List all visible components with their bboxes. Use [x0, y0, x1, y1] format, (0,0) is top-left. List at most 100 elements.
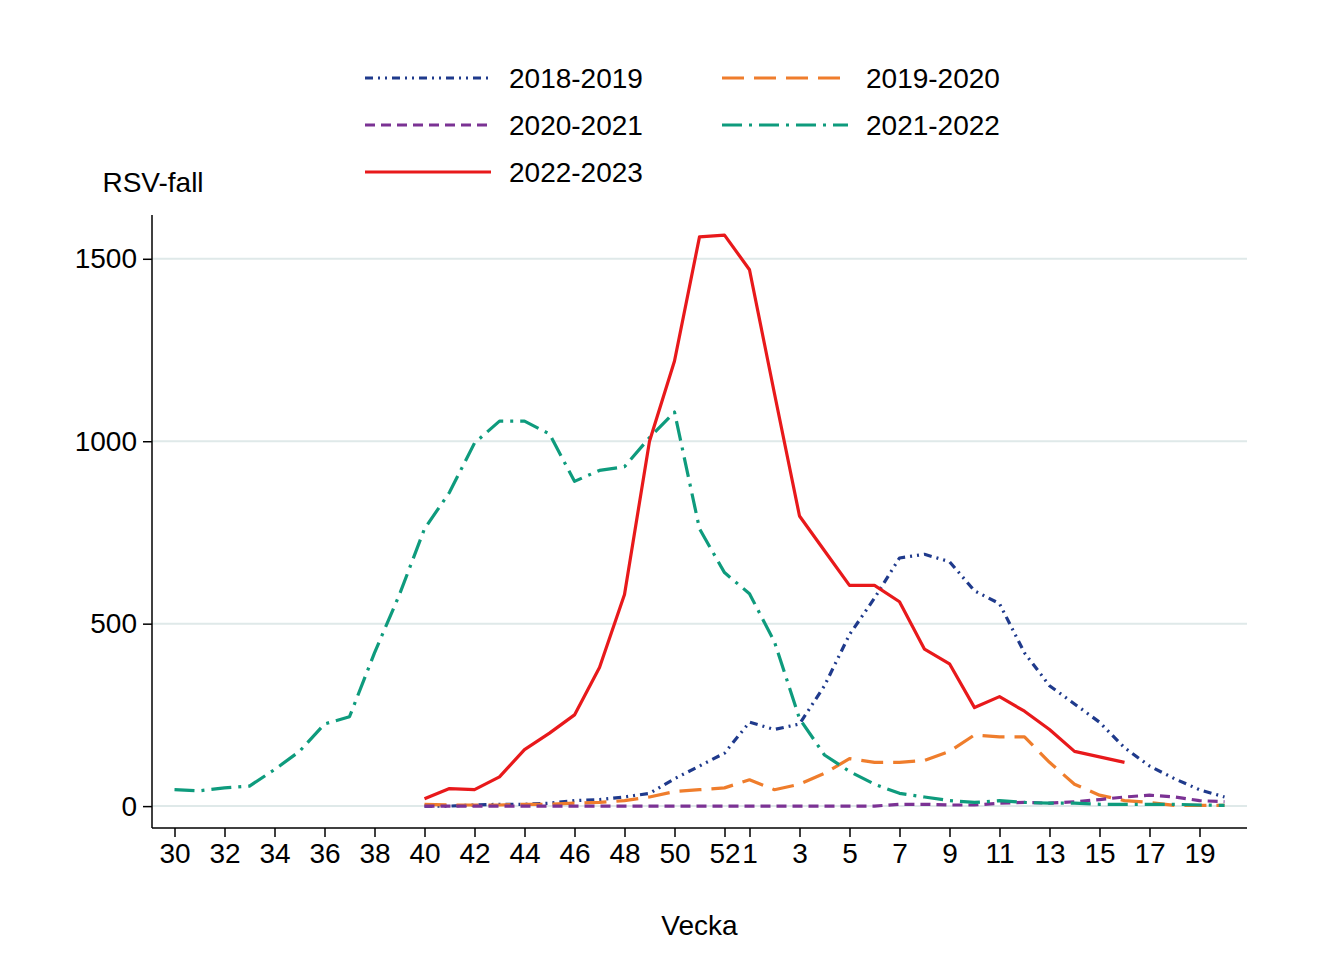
x-tick-label: 9: [942, 838, 958, 869]
series-line: [425, 795, 1225, 806]
x-tick-mark: [949, 828, 951, 837]
x-tick: 13: [1034, 828, 1065, 869]
x-tick-mark: [1049, 828, 1051, 837]
x-tick: 15: [1084, 828, 1115, 869]
legend-item: 2022-2023: [365, 157, 643, 188]
x-tick: 52: [709, 828, 740, 869]
x-tick-label: 3: [792, 838, 808, 869]
x-tick: 1: [742, 828, 758, 869]
legend-item: 2021-2022: [722, 110, 1000, 141]
x-tick-label: 19: [1184, 838, 1215, 869]
y-axis: 0 500 1000 1500: [75, 215, 152, 828]
x-tick-mark: [324, 828, 326, 837]
x-tick-label: 40: [409, 838, 440, 869]
x-tick-label: 13: [1034, 838, 1065, 869]
x-tick-mark: [224, 828, 226, 837]
x-tick-label: 1: [742, 838, 758, 869]
x-axis-line: [152, 827, 1247, 829]
grid-line: [152, 440, 1247, 442]
legend-swatch: [722, 76, 848, 79]
x-tick: 17: [1134, 828, 1165, 869]
legend-label: 2021-2022: [866, 110, 1000, 141]
x-tick: 42: [459, 828, 490, 869]
x-tick-mark: [424, 828, 426, 837]
grid-line: [152, 623, 1247, 625]
legend-swatch: [365, 123, 491, 126]
x-tick-mark: [374, 828, 376, 837]
y-tick-label: 0: [121, 791, 137, 822]
x-tick-mark: [1149, 828, 1151, 837]
x-tick-label: 32: [209, 838, 240, 869]
legend-swatch: [365, 170, 491, 173]
x-tick: 3: [792, 828, 808, 869]
y-tick: 1500: [75, 243, 152, 274]
x-tick: 5: [842, 828, 858, 869]
series-line: [425, 735, 1225, 805]
x-tick-mark: [999, 828, 1001, 837]
y-axis-title: RSV-fall: [102, 167, 203, 198]
x-axis: 303234363840424446485052135791113151719: [152, 828, 1247, 869]
x-tick: 34: [259, 828, 290, 869]
x-tick-label: 34: [259, 838, 290, 869]
legend-label: 2019-2020: [866, 63, 1000, 94]
x-tick-label: 7: [892, 838, 908, 869]
legend-swatch: [365, 76, 491, 79]
y-tick: 0: [121, 791, 152, 822]
x-tick-mark: [174, 828, 176, 837]
x-tick: 36: [309, 828, 340, 869]
x-tick-mark: [1099, 828, 1101, 837]
x-tick: 48: [609, 828, 640, 869]
legend-swatch: [722, 123, 848, 126]
y-axis-line: [151, 215, 153, 828]
legend: 2018-2019 2019-2020 2020-2021 2021-2022 2022…: [365, 63, 1000, 188]
x-tick-mark: [749, 828, 751, 837]
x-tick-label: 5: [842, 838, 858, 869]
x-tick-label: 11: [985, 838, 1014, 869]
legend-label: 2020-2021: [509, 110, 643, 141]
x-tick-mark: [624, 828, 626, 837]
x-tick: 9: [942, 828, 958, 869]
plot-area: [175, 235, 1225, 806]
grid: [152, 259, 1247, 806]
x-tick: 30: [159, 828, 190, 869]
y-tick-mark: [143, 623, 152, 625]
y-tick-mark: [143, 441, 152, 443]
x-tick-mark: [1199, 828, 1201, 837]
x-tick: 40: [409, 828, 440, 869]
legend-label: 2022-2023: [509, 157, 643, 188]
x-tick-mark: [849, 828, 851, 837]
x-tick-label: 48: [609, 838, 640, 869]
y-tick-mark: [143, 806, 152, 808]
legend-item: 2018-2019: [365, 63, 643, 94]
x-tick-label: 36: [309, 838, 340, 869]
x-tick-mark: [724, 828, 726, 837]
x-tick-label: 42: [459, 838, 490, 869]
y-tick-label: 1500: [75, 243, 137, 274]
x-tick: 50: [659, 828, 690, 869]
x-tick: 46: [559, 828, 590, 869]
x-tick-label: 38: [359, 838, 390, 869]
y-tick: 1000: [75, 426, 152, 457]
x-tick: 32: [209, 828, 240, 869]
x-tick: 11: [985, 828, 1014, 869]
x-tick-mark: [799, 828, 801, 837]
x-tick-label: 15: [1084, 838, 1115, 869]
x-tick-label: 50: [659, 838, 690, 869]
x-tick-mark: [474, 828, 476, 837]
x-tick-label: 52: [709, 838, 740, 869]
x-tick: 44: [509, 828, 540, 869]
x-tick-mark: [574, 828, 576, 837]
grid-line: [152, 258, 1247, 260]
x-tick: 19: [1184, 828, 1215, 869]
x-tick-mark: [899, 828, 901, 837]
x-tick: 38: [359, 828, 390, 869]
x-tick: 7: [892, 828, 908, 869]
series-line: [425, 235, 1125, 799]
x-tick-mark: [274, 828, 276, 837]
series-line: [425, 554, 1225, 806]
x-tick-mark: [674, 828, 676, 837]
y-tick-label: 500: [90, 608, 137, 639]
legend-label: 2018-2019: [509, 63, 643, 94]
x-tick-label: 17: [1134, 838, 1165, 869]
y-tick-mark: [143, 259, 152, 261]
